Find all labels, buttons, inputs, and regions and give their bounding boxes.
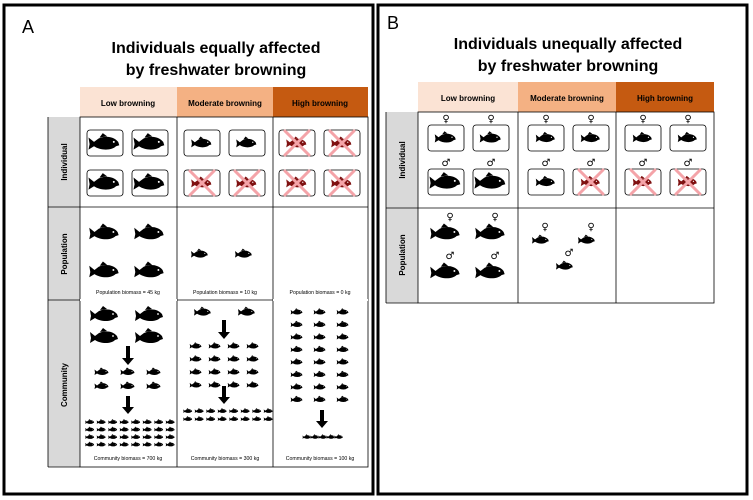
- female-symbol: ♀: [446, 212, 453, 223]
- b-row-individual-label: Individual: [398, 141, 407, 178]
- male-symbol: ♂: [442, 158, 451, 169]
- a-col-high-label: High browning: [292, 99, 348, 108]
- a-pop-biomass-high: Population biomass = 0 kg: [290, 290, 351, 296]
- a-comm-biomass-low: Community biomass = 700 kg: [94, 456, 163, 462]
- down-arrow-icon: [122, 396, 134, 414]
- cross-icon: [188, 169, 216, 197]
- cross-icon: [629, 168, 657, 196]
- panel-a-letter: A: [22, 17, 34, 37]
- panel-b-title-line2: by freshwater browning: [478, 58, 658, 75]
- cross-icon: [674, 168, 702, 196]
- b-header-high: [616, 82, 714, 112]
- a-side-column: [48, 117, 80, 467]
- panel-b-grid: Low browning Moderate browning High brow…: [385, 82, 715, 304]
- female-symbol: ♀: [487, 114, 494, 125]
- a-pop-biomass-moderate: Population biomass = 10 kg: [193, 290, 257, 296]
- a-comm-biomass-high: Community biomass = 100 kg: [286, 456, 355, 462]
- down-arrow-icon: [122, 346, 134, 365]
- panel-b-frame: [376, 3, 749, 496]
- b-header-moderate: [518, 82, 616, 112]
- cross-icon: [233, 169, 261, 197]
- male-symbol: ♂: [684, 158, 693, 169]
- b-col-high-label: High browning: [637, 94, 693, 103]
- panel-b-letter: B: [387, 13, 399, 33]
- female-symbol: ♀: [542, 114, 549, 125]
- panel-b-illustrations: ♀ ♀ ♂ ♂ ♀ ♀ ♂ ♂ ♀ ♀ ♂ ♂ ♀ ♀ ♂ ♂ ♀ ♀ ♂: [427, 114, 707, 279]
- a-pop-biomass-low: Population biomass = 45 kg: [96, 290, 160, 296]
- a-header-moderate: [177, 87, 273, 117]
- female-symbol: ♀: [684, 114, 691, 125]
- male-symbol: ♂: [639, 158, 648, 169]
- cross-icon: [328, 169, 356, 197]
- panel-a-illustrations: [85, 129, 361, 447]
- b-header-low: [418, 82, 518, 112]
- cross-icon: [283, 129, 311, 157]
- cross-icon: [328, 129, 356, 157]
- b-side-column: [386, 112, 418, 303]
- male-symbol: ♂: [491, 251, 500, 262]
- a-row-individual-label: Individual: [60, 143, 69, 180]
- a-header-low: [80, 87, 177, 117]
- cross-icon: [283, 169, 311, 197]
- cross-icon: [577, 168, 605, 196]
- a-comm-biomass-moderate: Community biomass = 300 kg: [191, 456, 260, 462]
- a-col-low-label: Low browning: [101, 99, 155, 108]
- male-symbol: ♂: [446, 251, 455, 262]
- b-row-population-label: Population: [398, 234, 407, 275]
- panel-a-title-line2: by freshwater browning: [126, 62, 306, 79]
- b-col-low-label: Low browning: [441, 94, 495, 103]
- b-col-moderate-label: Moderate browning: [530, 94, 604, 103]
- male-symbol: ♂: [542, 158, 551, 169]
- panel-b-title-line1: Individuals unequally affected: [454, 36, 683, 53]
- female-symbol: ♀: [639, 114, 646, 125]
- down-arrow-icon: [218, 386, 230, 404]
- a-header-high: [273, 87, 368, 117]
- panel-a-title-line1: Individuals equally affected: [112, 40, 321, 57]
- male-symbol: ♂: [565, 248, 574, 259]
- male-symbol: ♂: [487, 158, 496, 169]
- male-symbol: ♂: [587, 158, 596, 169]
- a-row-population-label: Population: [60, 233, 69, 274]
- down-arrow-icon: [218, 320, 230, 339]
- female-symbol: ♀: [442, 114, 449, 125]
- a-row-community-label: Community: [60, 362, 69, 407]
- female-symbol: ♀: [491, 212, 498, 223]
- female-symbol: ♀: [587, 222, 594, 233]
- panel-a-grid: Low browning Moderate browning High brow…: [47, 87, 369, 468]
- a-col-moderate-label: Moderate browning: [188, 99, 262, 108]
- female-symbol: ♀: [587, 114, 594, 125]
- down-arrow-icon: [316, 410, 328, 428]
- female-symbol: ♀: [541, 222, 548, 233]
